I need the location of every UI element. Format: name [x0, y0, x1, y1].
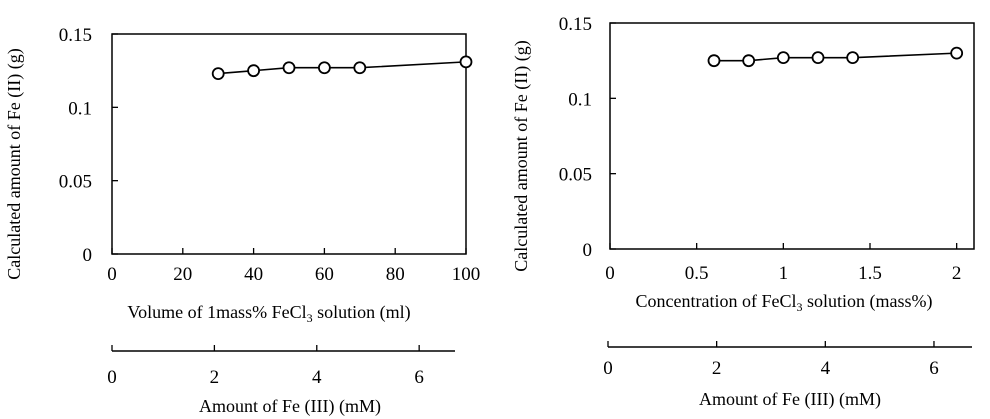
secondary-x-tick-label: 4	[821, 358, 831, 379]
secondary-x-tick-label: 6	[929, 358, 939, 379]
x-tick-label: 40	[244, 264, 263, 285]
secondary-x-tick-label: 0	[603, 358, 613, 379]
x-tick-label: 0	[107, 264, 117, 285]
y-tick-label: 0	[83, 245, 93, 266]
data-point	[459, 55, 473, 69]
secondary-x-tick-label: 6	[414, 367, 424, 388]
x-tick-label: 100	[452, 264, 481, 285]
y-tick-label: 0.15	[559, 14, 592, 35]
data-point	[211, 67, 225, 80]
data-point	[846, 51, 860, 65]
secondary-x-tick-label: 4	[312, 367, 322, 388]
y-tick-label: 0.05	[59, 172, 92, 193]
secondary-axis-label: Amount of Fe (III) (mM)	[199, 396, 381, 417]
secondary-x-tick-label: 0	[107, 367, 117, 388]
x-axis-label-part: solution (ml)	[313, 302, 411, 323]
data-point	[742, 54, 756, 68]
x-axis-label-part: 3	[796, 300, 802, 314]
data-point	[282, 61, 296, 75]
y-axis-label: Calculated amount of Fe (II) (g)	[511, 40, 532, 271]
secondary-x-tick-label: 2	[210, 367, 220, 388]
x-tick-label: 1.5	[858, 263, 882, 284]
chart-2: 0 0.05 0.1 0.15 0 0.5 1 1.5 2 Calculated amount o…	[511, 14, 975, 410]
x-tick-label: 2	[952, 263, 962, 284]
y-tick-label: 0	[583, 240, 593, 261]
data-point	[707, 54, 721, 68]
x-tick-label: 20	[173, 264, 192, 285]
x-tick-label: 60	[315, 264, 334, 285]
data-point	[317, 61, 331, 75]
y-tick-label: 0.1	[568, 89, 592, 110]
x-tick-label: 1	[779, 263, 789, 284]
secondary-x-tick-label: 2	[712, 358, 722, 379]
secondary-axis-label: Amount of Fe (III) (mM)	[699, 389, 881, 410]
plot-frame	[111, 33, 467, 255]
x-axis-label: Volume of 1mass% FeCl3 solution (ml)	[127, 302, 410, 325]
y-axis-label: Calculated amount of Fe (II) (g)	[4, 48, 25, 279]
y-tick-label: 0.05	[559, 165, 592, 186]
x-axis-label-part: 3	[307, 311, 313, 325]
x-axis-label-part: Volume of 1mass% FeCl	[127, 302, 306, 322]
x-axis-label-part: solution (mass%)	[802, 291, 932, 312]
data-point	[811, 51, 825, 65]
x-tick-label: 0	[605, 263, 615, 284]
x-axis-label-part: Concentration of FeCl	[636, 291, 797, 311]
data-point	[776, 51, 790, 65]
y-tick-label: 0.1	[68, 98, 92, 119]
x-tick-label: 0.5	[685, 263, 709, 284]
data-point	[950, 46, 964, 60]
data-point	[247, 64, 261, 78]
plot-frame	[609, 22, 975, 250]
y-tick-label: 0.15	[59, 25, 92, 46]
x-axis-label: Concentration of FeCl3 solution (mass%)	[636, 291, 933, 314]
data-point	[353, 61, 367, 75]
x-tick-label: 80	[386, 264, 405, 285]
